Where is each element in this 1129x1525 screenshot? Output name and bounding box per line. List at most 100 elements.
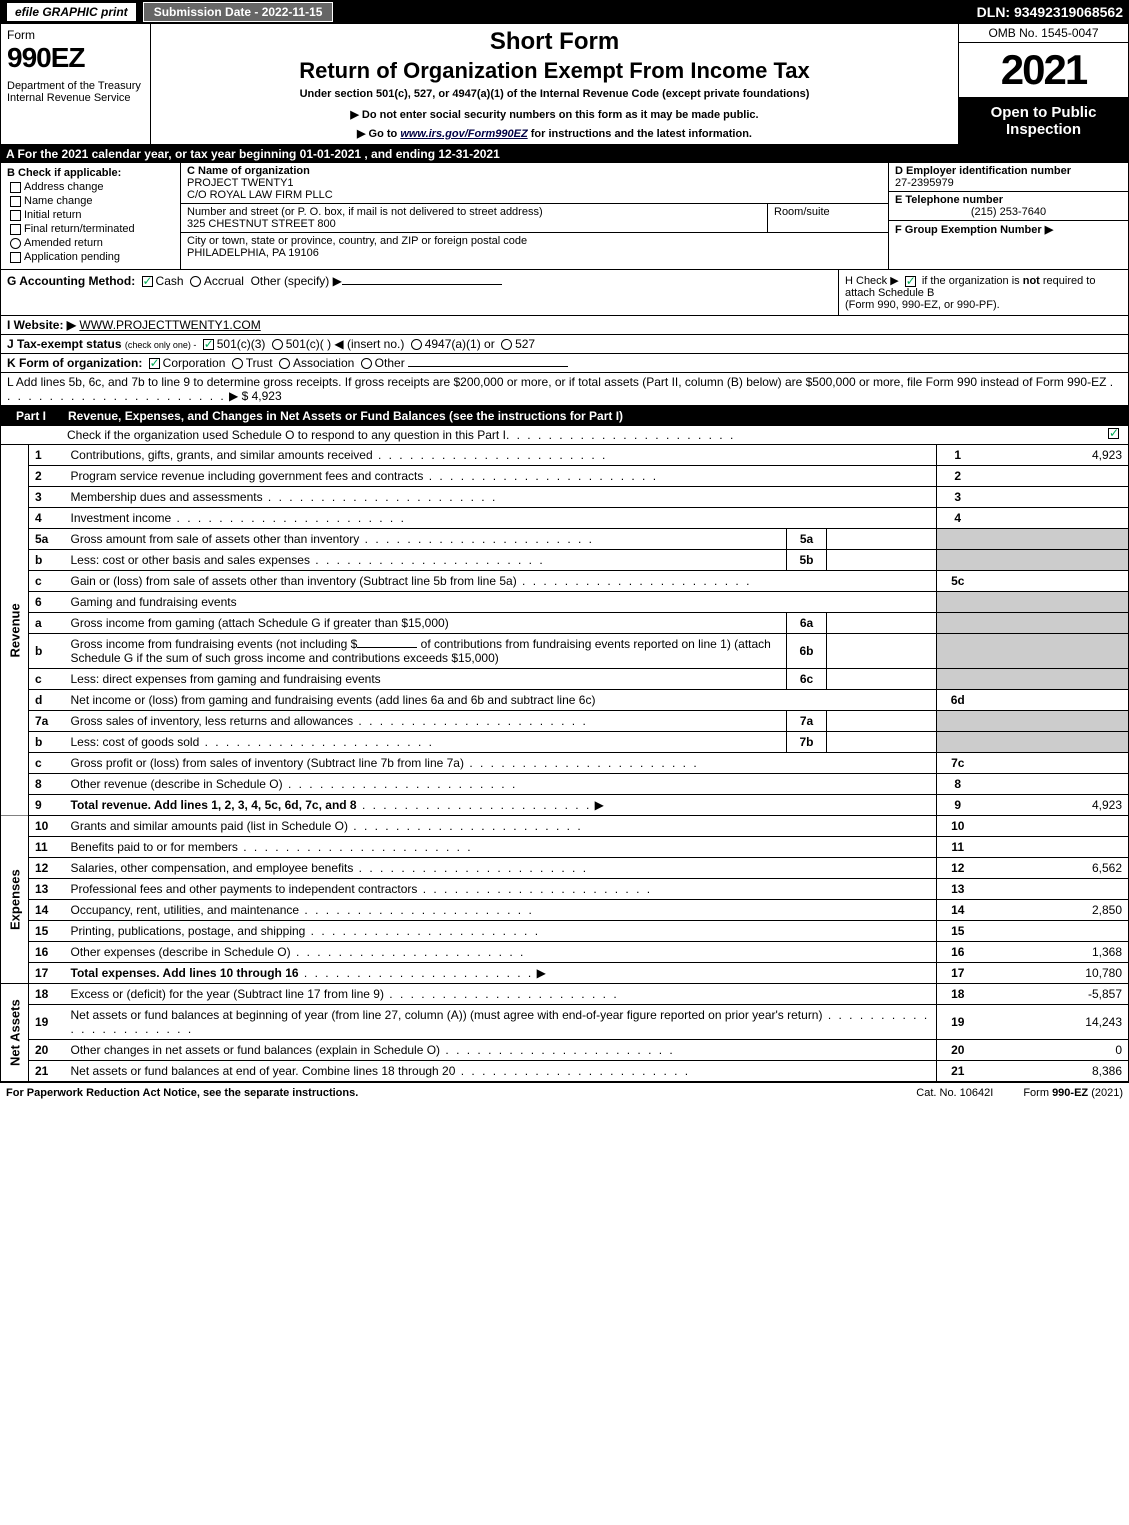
line-14: 14 Occupancy, rent, utilities, and maint… — [1, 900, 1129, 921]
c-name-cell: C Name of organization PROJECT TWENTY1 C… — [181, 163, 888, 204]
line-6: 6 Gaming and fundraising events — [1, 592, 1129, 613]
g-other-input[interactable] — [342, 284, 502, 285]
line-16: 16 Other expenses (describe in Schedule … — [1, 942, 1129, 963]
chk-name-change[interactable]: Name change — [7, 195, 174, 207]
row-j: J Tax-exempt status (check only one) - 5… — [0, 335, 1129, 354]
chk-schedule-b[interactable] — [905, 276, 916, 287]
k-label: K Form of organization: — [7, 356, 142, 370]
line-13: 13 Professional fees and other payments … — [1, 879, 1129, 900]
room-label: Room/suite — [774, 206, 882, 218]
chk-final-return[interactable]: Final return/terminated — [7, 223, 174, 235]
website-link[interactable]: WWW.PROJECTTWENTY1.COM — [79, 318, 260, 332]
chk-association[interactable] — [279, 358, 290, 369]
chk-4947[interactable] — [411, 339, 422, 350]
d-label: D Employer identification number — [895, 165, 1122, 177]
chk-501c3[interactable] — [203, 339, 214, 350]
f-label: F Group Exemption Number ▶ — [895, 224, 1053, 236]
footer-cat: Cat. No. 10642I — [916, 1087, 993, 1099]
val-21: 8,386 — [979, 1061, 1129, 1082]
line-3: 3 Membership dues and assessments 3 — [1, 487, 1129, 508]
line-18: Net Assets 18 Excess or (deficit) for th… — [1, 984, 1129, 1005]
val-17: 10,780 — [979, 963, 1129, 984]
city-label: City or town, state or province, country… — [187, 235, 882, 247]
city-cell: City or town, state or province, country… — [181, 233, 888, 261]
chk-application-pending[interactable]: Application pending — [7, 251, 174, 263]
val-14: 2,850 — [979, 900, 1129, 921]
irs-link[interactable]: www.irs.gov/Form990EZ — [400, 128, 527, 140]
h-forms: (Form 990, 990-EZ, or 990-PF). — [845, 299, 1000, 311]
open-inspection: Open to Public Inspection — [959, 98, 1128, 144]
l-text: L Add lines 5b, 6c, and 7b to line 9 to … — [7, 375, 1106, 389]
chk-527[interactable] — [501, 339, 512, 350]
chk-address-change[interactable]: Address change — [7, 181, 174, 193]
page-footer: For Paperwork Reduction Act Notice, see … — [0, 1082, 1129, 1103]
line-7b: b Less: cost of goods sold 7b — [1, 732, 1129, 753]
val-19: 14,243 — [979, 1005, 1129, 1040]
f-cell: F Group Exemption Number ▶ — [889, 221, 1128, 238]
chk-corporation[interactable] — [149, 358, 160, 369]
line-17: 17 Total expenses. Add lines 10 through … — [1, 963, 1129, 984]
line-19: 19 Net assets or fund balances at beginn… — [1, 1005, 1129, 1040]
k-other-input[interactable] — [408, 366, 568, 367]
irs-label: Internal Revenue Service — [7, 92, 144, 104]
l-amount: ▶ $ 4,923 — [229, 389, 282, 403]
org-co: C/O ROYAL LAW FIRM PLLC — [187, 189, 882, 201]
chk-amended-return[interactable]: Amended return — [7, 237, 174, 249]
omb-number: OMB No. 1545-0047 — [959, 24, 1128, 43]
row-l: L Add lines 5b, 6c, and 7b to line 9 to … — [0, 373, 1129, 406]
line-5a: 5a Gross amount from sale of assets othe… — [1, 529, 1129, 550]
line-7a: 7a Gross sales of inventory, less return… — [1, 711, 1129, 732]
part1-title: Revenue, Expenses, and Changes in Net As… — [68, 409, 623, 423]
chk-501c[interactable] — [272, 339, 283, 350]
line-6b: b Gross income from fundraising events (… — [1, 634, 1129, 669]
org-city: PHILADELPHIA, PA 19106 — [187, 247, 882, 259]
row-a-tax-year: A For the 2021 calendar year, or tax yea… — [0, 145, 1129, 163]
vlabel-netassets: Net Assets — [1, 984, 29, 1082]
col-b: B Check if applicable: Address change Na… — [1, 163, 181, 269]
goto-line: ▶ Go to www.irs.gov/Form990EZ for instru… — [155, 127, 954, 140]
top-bar: efile GRAPHIC print Submission Date - 20… — [0, 0, 1129, 24]
line-11: 11 Benefits paid to or for members 11 — [1, 837, 1129, 858]
dln: DLN: 93492319068562 — [977, 4, 1123, 20]
line-10: Expenses 10 Grants and similar amounts p… — [1, 816, 1129, 837]
line-9: 9 Total revenue. Add lines 1, 2, 3, 4, 5… — [1, 795, 1129, 816]
part1-tag: Part I — [6, 409, 56, 423]
ssn-warning: ▶ Do not enter social security numbers o… — [155, 108, 954, 121]
line-8: 8 Other revenue (describe in Schedule O)… — [1, 774, 1129, 795]
chk-other-org[interactable] — [361, 358, 372, 369]
chk-cash[interactable] — [142, 276, 153, 287]
room-cell: Room/suite — [768, 204, 888, 232]
tax-year: 2021 — [959, 43, 1128, 98]
line-2: 2 Program service revenue including gove… — [1, 466, 1129, 487]
val-16: 1,368 — [979, 942, 1129, 963]
j-label: J Tax-exempt status — [7, 337, 122, 351]
line-21: 21 Net assets or fund balances at end of… — [1, 1061, 1129, 1082]
efile-print-button[interactable]: efile GRAPHIC print — [6, 2, 137, 22]
vlabel-expenses: Expenses — [1, 816, 29, 984]
line-4: 4 Investment income 4 — [1, 508, 1129, 529]
chk-schedule-o[interactable] — [1108, 428, 1119, 439]
val-9: 4,923 — [979, 795, 1129, 816]
val-18: -5,857 — [979, 984, 1129, 1005]
org-name: PROJECT TWENTY1 — [187, 177, 882, 189]
d-cell: D Employer identification number 27-2395… — [889, 163, 1128, 192]
val-12: 6,562 — [979, 858, 1129, 879]
h-pre: H Check ▶ — [845, 275, 902, 287]
chk-initial-return[interactable]: Initial return — [7, 209, 174, 221]
i-label: I Website: ▶ — [7, 318, 76, 332]
part1-sub: Check if the organization used Schedule … — [0, 426, 1129, 445]
chk-accrual[interactable] — [190, 276, 201, 287]
form-header: Form 990EZ Department of the Treasury In… — [0, 24, 1129, 145]
line-7c: c Gross profit or (loss) from sales of i… — [1, 753, 1129, 774]
j-small: (check only one) - — [125, 340, 197, 350]
col-c: C Name of organization PROJECT TWENTY1 C… — [181, 163, 888, 269]
chk-trust[interactable] — [232, 358, 243, 369]
submission-date: Submission Date - 2022-11-15 — [143, 2, 334, 22]
dept-treasury: Department of the Treasury — [7, 80, 144, 92]
addr-label: Number and street (or P. O. box, if mail… — [187, 206, 761, 218]
part1-check-text: Check if the organization used Schedule … — [67, 428, 506, 442]
telephone: (215) 253-7640 — [895, 206, 1122, 218]
header-right: OMB No. 1545-0047 2021 Open to Public In… — [958, 24, 1128, 144]
line-20: 20 Other changes in net assets or fund b… — [1, 1040, 1129, 1061]
section-bcdef: B Check if applicable: Address change Na… — [0, 163, 1129, 270]
